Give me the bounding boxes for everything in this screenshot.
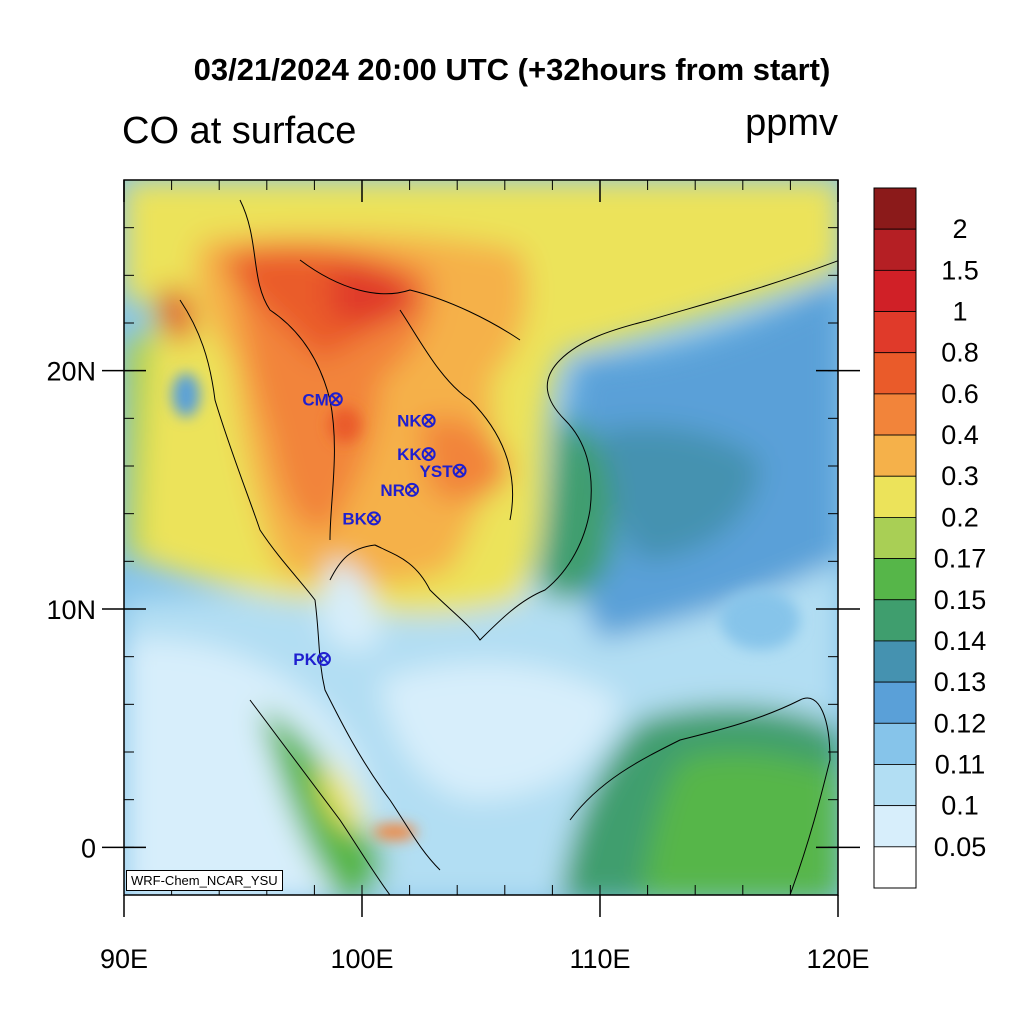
station-marker-icon — [328, 392, 343, 407]
station-label: NK — [397, 412, 422, 431]
station-label: YST — [420, 462, 454, 481]
colorbar-label: 0.4 — [941, 420, 979, 450]
x-tick-label: 120E — [806, 944, 869, 974]
colorbar-segment — [873, 517, 917, 559]
major-ticks — [102, 180, 860, 917]
tick-labels: 90E 100E 110E 120E 0 10N 20N — [46, 357, 869, 974]
colorbar-segment — [873, 228, 917, 271]
station-label: CM — [302, 390, 328, 409]
colorbar-label: 0.11 — [935, 749, 986, 779]
variable-label: CO at surface — [122, 110, 357, 152]
station-pk: PK — [293, 650, 331, 669]
concentration-field — [124, 180, 838, 895]
station-kk: KK — [397, 445, 436, 464]
x-tick-label: 90E — [100, 944, 148, 974]
colorbar-label: 0.14 — [934, 626, 987, 656]
station-nk: NK — [397, 412, 436, 431]
colorbar-segment — [873, 187, 917, 230]
colorbar-label: 0.8 — [941, 338, 979, 368]
station-nr: NR — [380, 481, 419, 500]
y-tick-label: 20N — [46, 357, 96, 387]
map-title: 03/21/2024 20:00 UTC (+32hours from star… — [193, 52, 831, 87]
colorbar-label: 0.05 — [934, 832, 987, 862]
colorbar-label: 0.6 — [941, 379, 979, 409]
colorbar: 2 1.5 1 0.8 0.6 0.4 0.3 0.2 0.17 0.15 0.14 0.13 0.12… — [873, 187, 987, 889]
colorbar-segment — [873, 681, 917, 724]
station-marker-icon — [366, 511, 381, 526]
x-tick-label: 100E — [330, 944, 393, 974]
colorbar-label: 0.13 — [934, 667, 987, 697]
colorbar-label: 0.2 — [941, 502, 979, 532]
station-marker-icon — [316, 652, 331, 667]
colorbar-frame — [873, 187, 917, 889]
coastlines — [179, 199, 838, 895]
plot-frame — [123, 179, 839, 896]
colorbar-segment — [873, 393, 917, 436]
colorbar-segment — [873, 599, 917, 642]
colorbar-segment — [873, 352, 917, 395]
colorbar-segment — [873, 269, 917, 312]
colorbar-label: 0.17 — [934, 544, 987, 574]
colorbar-label: 0.1 — [941, 791, 979, 821]
colorbar-label: 0.12 — [934, 708, 987, 738]
colorbar-segment — [873, 764, 917, 807]
colorbar-segment — [873, 640, 917, 683]
colorbar-label: 0.3 — [941, 461, 979, 491]
station-label: PK — [293, 650, 317, 669]
colorbar-label: 1 — [952, 297, 967, 327]
station-marker-icon — [452, 463, 467, 478]
colorbar-segment — [873, 475, 917, 518]
station-yst: YST — [420, 462, 467, 481]
station-marker-icon — [421, 447, 436, 462]
colorbar-segment — [873, 846, 917, 889]
colorbar-label: 0.15 — [934, 585, 987, 615]
station-marker-icon — [404, 482, 419, 497]
y-tick-label: 0 — [81, 833, 96, 863]
unit-label: ppmv — [745, 102, 838, 144]
colorbar-segment — [873, 722, 917, 765]
station-marker-icon — [421, 413, 436, 428]
colorbar-label: 2 — [952, 214, 967, 244]
x-tick-label: 110E — [569, 944, 630, 974]
station-bk: BK — [342, 509, 381, 528]
colorbar-label: 1.5 — [941, 255, 979, 285]
station-label: NR — [380, 481, 405, 500]
colorbar-segment — [873, 311, 917, 354]
y-tick-label: 10N — [46, 595, 96, 625]
station-cm: CM — [302, 390, 343, 409]
colorbar-segment — [873, 805, 917, 848]
colorbar-segment — [873, 434, 917, 477]
station-label: KK — [397, 445, 422, 464]
colorbar-segment — [873, 558, 917, 601]
station-label: BK — [342, 509, 367, 528]
model-credit: WRF-Chem_NCAR_YSU — [126, 870, 283, 891]
